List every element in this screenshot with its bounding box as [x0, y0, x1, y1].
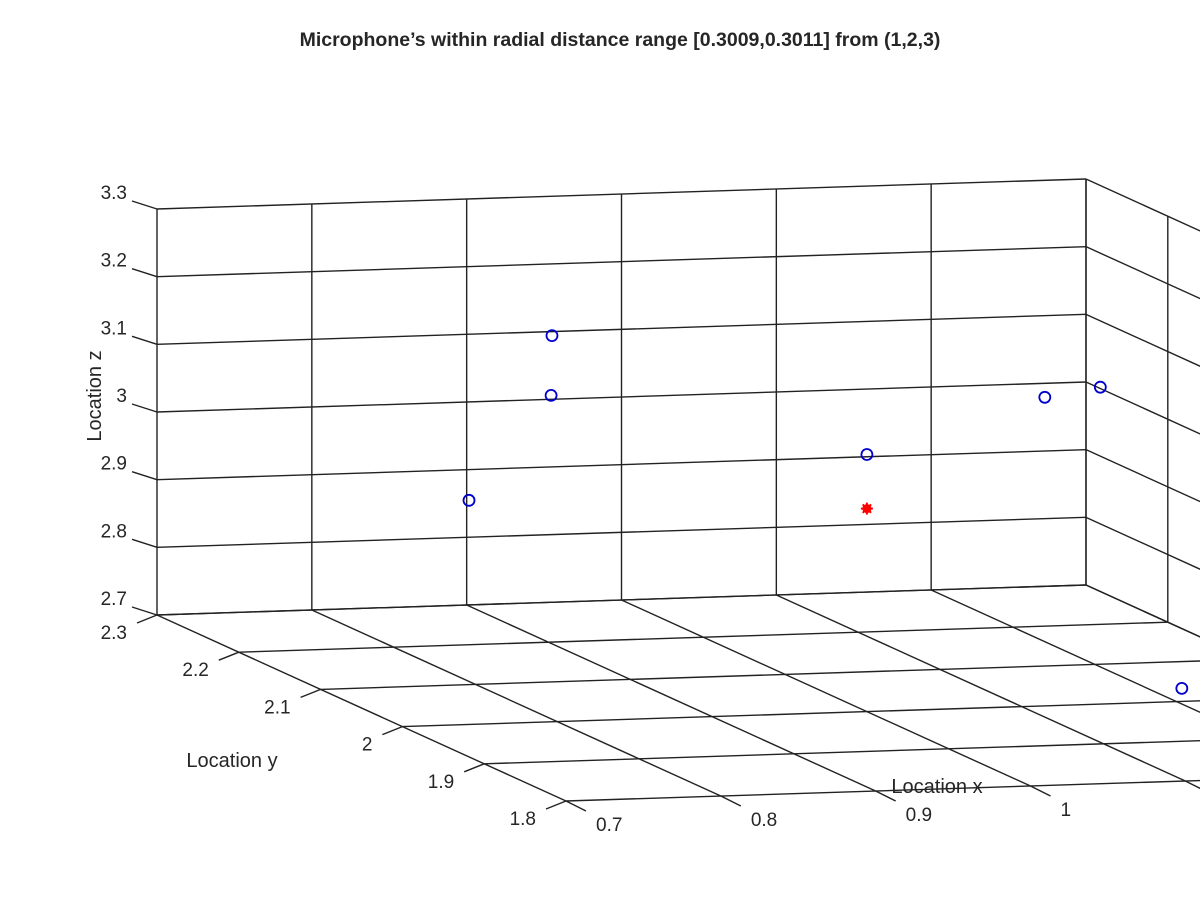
z-tick-label: 3.1 [101, 318, 127, 339]
data-points [462, 329, 1189, 695]
side-wall-gridline-z [1085, 449, 1200, 503]
y-tick-mark [218, 651, 240, 661]
z-tick-mark [131, 538, 158, 549]
back-wall-gridline-z [156, 448, 1087, 481]
side-wall-gridline-z [1085, 313, 1200, 367]
x-tick-label: 0.7 [596, 815, 622, 836]
side-wall-gridline-z [1085, 584, 1200, 638]
z-tick-label: 2.9 [101, 454, 127, 475]
side-wall-gridline-z [1085, 178, 1200, 232]
microphone-point [1038, 390, 1052, 404]
microphone-point [860, 448, 874, 461]
x-tick-label: 1 [1061, 800, 1072, 821]
x-tick-mark [1030, 785, 1051, 797]
floor-gridline-y [484, 739, 1200, 765]
x-tick-label: 0.9 [906, 805, 932, 826]
x-tick-mark [565, 800, 587, 812]
y-tick-label: 1.8 [510, 809, 536, 830]
z-tick-label: 3 [116, 386, 127, 407]
z-tick-label: 2.8 [101, 521, 127, 542]
side-wall-gridline-z [1085, 516, 1200, 570]
back-wall-gridline-z [156, 245, 1087, 278]
microphone-point [1175, 681, 1189, 695]
y-tick-label: 1.9 [428, 772, 454, 793]
z-tick-mark [131, 200, 158, 210]
y-tick-mark [300, 688, 321, 699]
z-tick-label: 3.3 [101, 183, 127, 204]
axes-grid [156, 178, 1200, 802]
axis-ticks: 0.70.80.911.11.21.31.81.922.12.22.32.72.… [101, 183, 1200, 836]
y-axis-label: Location y [186, 750, 277, 772]
back-wall-gridline-z [156, 313, 1087, 346]
chart-title: Microphone’s within radial distance rang… [300, 29, 941, 51]
x-tick-mark [720, 795, 742, 807]
z-tick-mark [131, 403, 158, 413]
y-tick-mark [545, 800, 567, 810]
back-wall-gridline-z [156, 516, 1087, 549]
y-tick-mark [382, 725, 403, 736]
y-tick-label: 2.3 [101, 623, 127, 644]
y-tick-label: 2.2 [182, 660, 208, 681]
floor-gridline-x [930, 589, 1200, 714]
y-tick-mark [463, 763, 485, 773]
side-wall-gridline-z [1085, 246, 1200, 300]
x-tick-mark [1185, 780, 1200, 790]
back-wall-gridline-z [156, 178, 1087, 210]
back-wall-gridline-z [156, 584, 1087, 616]
floor-gridline-x [466, 604, 876, 792]
z-tick-mark [131, 470, 158, 481]
y-tick-mark [136, 614, 158, 624]
microphone-point [462, 493, 476, 507]
y-tick-label: 2.1 [264, 697, 290, 718]
x-axis-label: Location x [891, 776, 982, 798]
x-tick-mark [875, 790, 896, 802]
side-wall-gridline-z [1085, 381, 1200, 435]
z-tick-label: 2.7 [101, 589, 127, 610]
microphone-point [545, 329, 559, 343]
z-tick-mark [131, 606, 158, 616]
floor-gridline-y [238, 621, 1168, 653]
floor-gridline-y [320, 660, 1200, 691]
z-axis-label: Location z [84, 350, 106, 441]
y-tick-label: 2 [362, 735, 373, 756]
floor-gridline-x [311, 609, 722, 797]
back-wall-gridline-z [156, 381, 1087, 413]
floor-gridline-x [776, 594, 1186, 782]
floor-gridline-y [402, 700, 1200, 728]
floor-gridline-x [621, 599, 1031, 787]
floor-gridline-x [156, 614, 567, 802]
x-tick-label: 0.8 [751, 810, 777, 831]
z-tick-mark [131, 335, 158, 346]
microphone-point [544, 388, 558, 402]
microphone-point [1093, 380, 1107, 394]
z-tick-mark [131, 267, 158, 278]
z-tick-label: 3.2 [101, 251, 127, 272]
source-point-marker [860, 502, 873, 515]
